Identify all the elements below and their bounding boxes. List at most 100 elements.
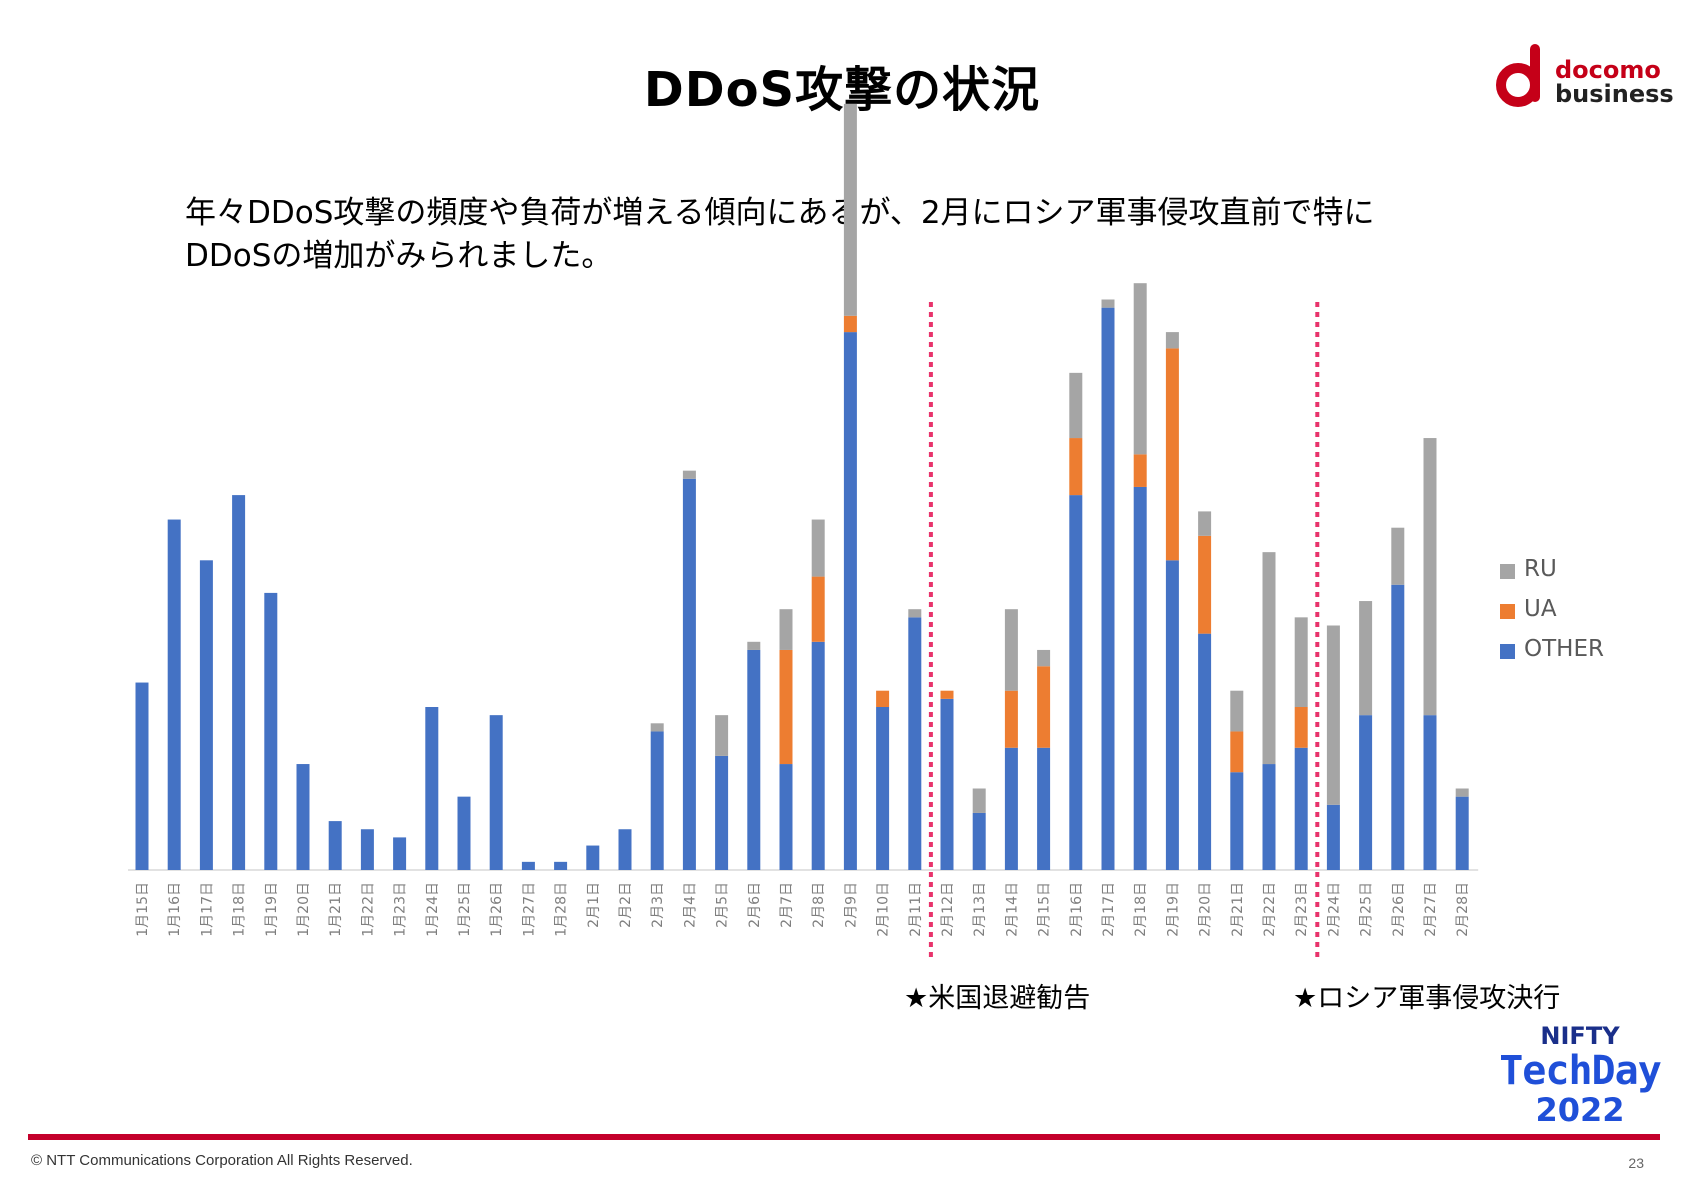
bar-other-12 — [521, 861, 535, 870]
bar-other-26 — [972, 812, 986, 870]
copyright-text: © NTT Communications Corporation All Rig… — [31, 1152, 413, 1169]
x-tick-label-20: 2月7日 — [779, 882, 795, 928]
bar-other-15 — [618, 829, 632, 870]
bar-other-9 — [425, 707, 439, 870]
footer-divider — [28, 1134, 1660, 1140]
bar-other-20 — [779, 764, 793, 870]
bar-ru-24 — [908, 609, 922, 618]
bar-other-0 — [135, 682, 149, 870]
x-tick-label-21: 2月8日 — [811, 882, 827, 928]
bar-ru-32 — [1165, 332, 1179, 349]
x-tick-label-5: 1月20日 — [296, 882, 312, 937]
bar-ru-22 — [843, 103, 857, 316]
legend-swatch-other — [1500, 644, 1515, 659]
bar-other-10 — [457, 796, 471, 870]
bar-ua-34 — [1230, 731, 1244, 773]
bar-ru-26 — [972, 788, 986, 813]
x-tick-label-26: 2月13日 — [972, 882, 988, 937]
x-tick-label-23: 2月10日 — [876, 882, 892, 937]
x-tick-label-33: 2月20日 — [1198, 882, 1214, 937]
x-tick-label-14: 2月1日 — [586, 882, 602, 928]
x-tick-label-39: 2月26日 — [1391, 882, 1407, 937]
bar-other-7 — [360, 829, 374, 870]
bar-ru-39 — [1391, 527, 1405, 585]
bar-other-16 — [650, 731, 664, 870]
bar-ru-35 — [1262, 552, 1276, 765]
bar-other-2 — [199, 560, 213, 870]
bar-ua-21 — [811, 576, 825, 642]
bar-other-30 — [1101, 307, 1115, 870]
bar-other-32 — [1165, 560, 1179, 870]
bar-ru-21 — [811, 519, 825, 577]
bar-other-36 — [1294, 747, 1308, 870]
bar-ru-34 — [1230, 690, 1244, 732]
legend-label-ru: RU — [1524, 556, 1557, 582]
docomo-business-logo: docomo business — [1496, 42, 1674, 110]
logo-word-business: business — [1555, 80, 1674, 108]
bar-ua-22 — [843, 315, 857, 333]
x-tick-label-37: 2月24日 — [1326, 882, 1342, 937]
x-tick-label-24: 2月11日 — [908, 882, 924, 937]
bar-ua-23 — [876, 690, 890, 707]
bar-ua-20 — [779, 649, 793, 765]
x-tick-label-34: 2月21日 — [1230, 882, 1246, 937]
bar-other-25 — [940, 698, 954, 870]
x-tick-label-0: 1月15日 — [135, 882, 151, 937]
x-tick-label-15: 2月2日 — [618, 882, 634, 928]
legend-swatch-ua — [1500, 604, 1515, 619]
bar-other-8 — [393, 837, 407, 870]
bar-other-28 — [1037, 747, 1051, 870]
x-tick-label-2: 1月17日 — [199, 882, 215, 937]
docomo-d-icon — [1496, 44, 1540, 107]
bar-ru-41 — [1455, 788, 1469, 797]
bar-ua-33 — [1198, 535, 1212, 634]
x-tick-label-13: 1月28日 — [554, 882, 570, 937]
legend-label-other: OTHER — [1524, 636, 1604, 662]
bar-other-27 — [1004, 747, 1018, 870]
legend-swatch-ru — [1500, 564, 1515, 579]
bar-other-37 — [1326, 804, 1340, 870]
x-tick-label-10: 1月25日 — [457, 882, 473, 937]
x-tick-label-41: 2月28日 — [1455, 882, 1471, 937]
x-tick-label-7: 1月22日 — [360, 882, 376, 937]
bar-ru-36 — [1294, 617, 1308, 707]
bar-other-14 — [586, 845, 600, 870]
bar-other-18 — [715, 755, 729, 870]
bar-ru-28 — [1037, 649, 1051, 667]
x-tick-label-3: 1月18日 — [232, 882, 248, 937]
nifty-techday-logo: NIFTY TechDay 2022 — [1490, 1023, 1670, 1127]
x-tick-label-11: 1月26日 — [489, 882, 505, 937]
x-tick-label-35: 2月22日 — [1262, 882, 1278, 937]
x-tick-label-36: 2月23日 — [1294, 882, 1310, 937]
bar-other-5 — [296, 764, 310, 870]
bar-other-4 — [264, 592, 278, 870]
bar-ru-18 — [715, 715, 729, 756]
legend-label-ua: UA — [1524, 596, 1557, 622]
bar-ru-33 — [1198, 511, 1212, 536]
bar-other-17 — [682, 478, 696, 870]
bar-other-23 — [876, 707, 890, 870]
x-tick-label-16: 2月3日 — [650, 882, 666, 928]
bar-other-35 — [1262, 764, 1276, 870]
bar-ru-27 — [1004, 609, 1018, 691]
bar-ru-17 — [682, 470, 696, 479]
techday-nifty: NIFTY — [1540, 1022, 1620, 1050]
bar-other-19 — [747, 649, 761, 870]
bar-other-1 — [167, 519, 181, 870]
x-tick-label-30: 2月17日 — [1101, 882, 1117, 937]
bar-other-31 — [1133, 486, 1147, 870]
slide-title: DDoS攻撃の状況 — [643, 62, 1041, 118]
page-number: 23 — [1628, 1155, 1644, 1171]
bar-other-41 — [1455, 796, 1469, 870]
bar-other-38 — [1359, 715, 1373, 870]
bar-ru-19 — [747, 641, 761, 650]
bar-other-24 — [908, 617, 922, 870]
bar-ru-37 — [1326, 625, 1340, 805]
bar-other-21 — [811, 641, 825, 870]
annotation-russia-invasion: ★ロシア軍事侵攻決行 — [1293, 983, 1561, 1014]
bar-ua-29 — [1069, 438, 1083, 496]
annotation-us-evacuation: ★米国退避勧告 — [904, 983, 1091, 1014]
bar-other-22 — [843, 332, 857, 871]
techday-name: TechDay — [1499, 1048, 1662, 1094]
